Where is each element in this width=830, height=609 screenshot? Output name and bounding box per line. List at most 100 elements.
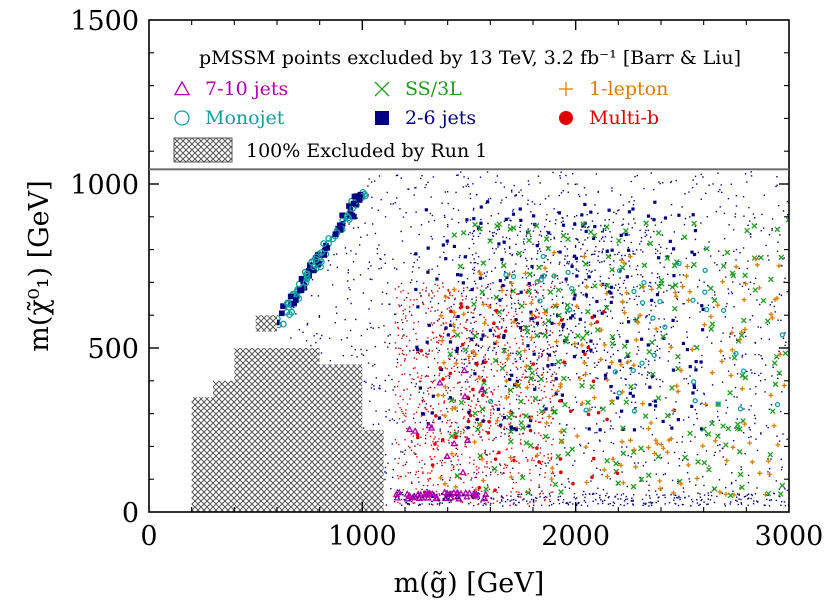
point-multi-b [414, 422, 416, 424]
point-2-6-jets [379, 384, 381, 387]
point-1-lepton [477, 422, 483, 427]
point-multi-b [442, 286, 444, 288]
point-2-6-jets [593, 224, 597, 229]
point-2-6-jets [472, 268, 474, 271]
point-2-6-jets [759, 303, 761, 306]
point-multi-b [493, 329, 496, 331]
point-2-6-jets [595, 299, 599, 304]
point-ss-3l [646, 348, 653, 355]
point-multi-b [453, 465, 455, 467]
point-ss-3l [727, 389, 733, 396]
point-2-6-jets [496, 360, 499, 362]
point-2-6-jets [664, 473, 666, 475]
point-2-6-jets [756, 449, 759, 452]
point-2-6-jets [517, 322, 519, 324]
point-multi-b [402, 412, 404, 415]
point-1-lepton [672, 290, 678, 295]
point-ss-3l [518, 420, 525, 426]
point-2-6-jets [740, 498, 742, 501]
point-2-6-jets [600, 499, 602, 501]
point-multi-b [510, 491, 512, 493]
point-2-6-jets [618, 209, 620, 211]
point-multi-b [440, 324, 442, 327]
point-ss-3l [474, 426, 481, 433]
point-2-6-jets [660, 221, 663, 224]
point-2-6-jets [448, 479, 451, 481]
point-2-6-jets [648, 501, 650, 504]
point-2-6-jets [510, 189, 513, 192]
point-2-6-jets [632, 503, 634, 505]
point-2-6-jets [597, 361, 600, 363]
point-2-6-jets [394, 313, 396, 315]
point-1-lepton [661, 445, 666, 451]
point-2-6-jets [408, 503, 411, 506]
point-2-6-jets [730, 183, 733, 185]
point-ss-3l [477, 225, 483, 232]
point-multi-b [418, 403, 421, 406]
point-2-6-jets [540, 317, 543, 319]
point-2-6-jets [644, 231, 646, 234]
point-multi-b [416, 443, 419, 445]
legend-excluded-swatch [173, 137, 233, 163]
point-1-lepton [728, 373, 734, 378]
point-multi-b [504, 284, 506, 287]
point-1-lepton [609, 398, 615, 404]
point-2-6-jets [783, 501, 786, 503]
point-2-6-jets [598, 240, 601, 242]
point-2-6-jets [708, 465, 710, 467]
point-2-6-jets [540, 355, 543, 358]
point-2-6-jets [534, 289, 536, 291]
point-2-6-jets [629, 367, 631, 370]
point-2-6-jets [605, 311, 607, 314]
point-2-6-jets [627, 210, 632, 214]
point-multi-b [400, 408, 403, 411]
point-2-6-jets [740, 503, 743, 505]
point-2-6-jets [472, 183, 474, 185]
point-2-6-jets [501, 283, 505, 288]
point-2-6-jets [653, 200, 657, 204]
point-2-6-jets [609, 255, 612, 257]
point-2-6-jets [475, 194, 478, 196]
point-multi-b [488, 467, 491, 470]
point-2-6-jets [334, 321, 336, 324]
point-2-6-jets [724, 316, 726, 318]
point-ss-3l [739, 484, 745, 491]
point-2-6-jets [749, 293, 752, 296]
point-multi-b [494, 403, 496, 406]
point-2-6-jets [771, 301, 773, 303]
point-2-6-jets [583, 380, 585, 382]
point-ss-3l [560, 232, 567, 239]
point-2-6-jets [719, 206, 721, 208]
point-multi-b [544, 498, 546, 501]
point-7-10-jets [411, 427, 419, 434]
point-2-6-jets [396, 197, 398, 199]
point-2-6-jets [467, 371, 469, 373]
point-1-lepton [628, 437, 633, 443]
point-multi-b [431, 458, 433, 461]
point-2-6-jets [458, 469, 460, 471]
point-1-lepton [657, 478, 663, 484]
point-ss-3l [529, 370, 536, 376]
point-2-6-jets [667, 462, 670, 464]
point-multi-b [476, 469, 478, 471]
point-2-6-jets [562, 501, 564, 504]
point-multi-b [401, 350, 404, 352]
point-2-6-jets [510, 219, 512, 222]
point-2-6-jets [395, 174, 398, 177]
point-2-6-jets [594, 406, 596, 408]
point-2-6-jets [599, 494, 601, 497]
point-multi-b [507, 389, 510, 391]
point-multi-b [415, 332, 417, 335]
point-2-6-jets [654, 282, 657, 284]
point-multi-b [510, 322, 513, 324]
point-2-6-jets [657, 291, 660, 293]
point-multi-b [399, 347, 402, 350]
point-2-6-jets [532, 500, 535, 502]
point-2-6-jets [553, 236, 555, 239]
point-2-6-jets [610, 425, 612, 427]
point-2-6-jets [489, 288, 492, 290]
point-2-6-jets [584, 278, 586, 281]
point-2-6-jets [469, 231, 471, 234]
point-2-6-jets [722, 355, 724, 357]
point-2-6-jets [707, 498, 710, 500]
